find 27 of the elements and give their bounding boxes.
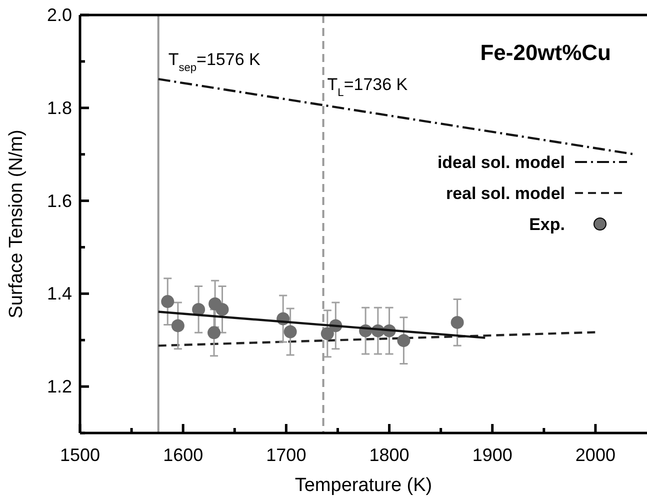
point	[320, 327, 334, 340]
text: Fe-20wt%Cu	[480, 40, 611, 65]
point	[171, 319, 184, 332]
x-tick-label: 1800	[369, 445, 410, 465]
x-tick-label: 2000	[575, 445, 616, 465]
point	[397, 334, 410, 348]
x-tick-label: 1900	[472, 445, 512, 465]
point	[284, 325, 297, 338]
point	[216, 302, 229, 316]
y-tick-label: 1.4	[46, 284, 72, 304]
y-tick-label: 1.8	[46, 98, 72, 118]
y-tick-label: 1.2	[46, 376, 72, 397]
point	[450, 316, 464, 329]
ref-line-label: T$_{L}$=1736 K	[327, 75, 408, 99]
legend-label: Exp.	[529, 215, 565, 234]
x-axis-title: Temperature (K)	[294, 475, 432, 496]
x-tick-label: 1500	[60, 445, 100, 465]
point	[161, 295, 174, 308]
point	[208, 326, 221, 340]
y-axis-title: Surface Tension (N/m)	[6, 130, 27, 318]
x-tick-label: 1600	[163, 445, 204, 465]
legend-label: real sol. model	[446, 184, 565, 203]
y-tick-label: 1.6	[46, 190, 72, 211]
ref-line-label: T$_{sep}$=1576 K	[168, 50, 262, 74]
y-tick-label: 2.0	[46, 5, 72, 25]
legend-label: ideal sol. model	[437, 153, 565, 172]
x-tick-label: 1700	[266, 445, 306, 465]
